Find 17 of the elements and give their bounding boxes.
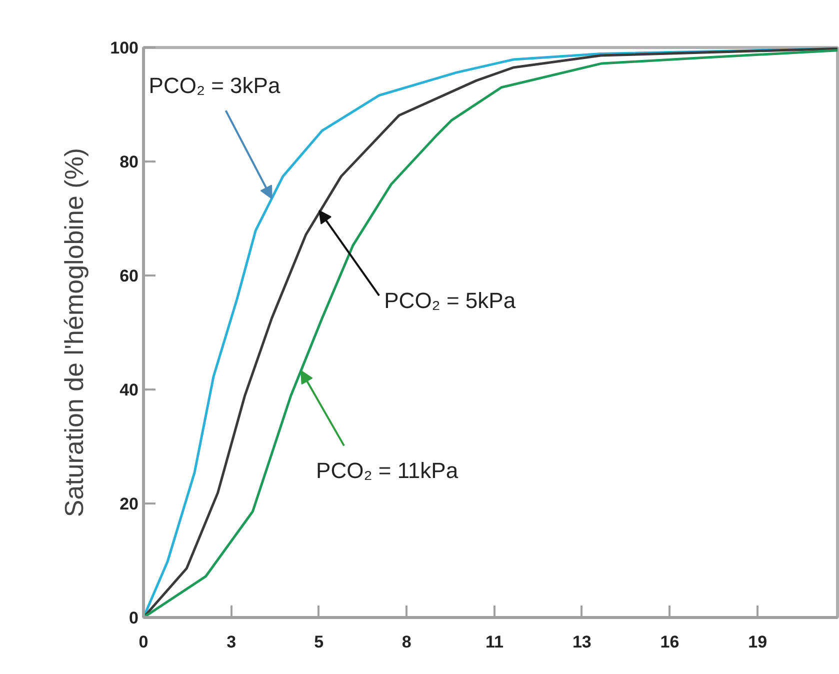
annotation: PCO₂ = 3kPa bbox=[148, 73, 281, 98]
annotation: PCO₂ = 11kPa bbox=[316, 458, 459, 484]
y-tick-label: 40 bbox=[120, 380, 139, 400]
x-tick-label: 5 bbox=[314, 632, 324, 652]
y-tick-label: 0 bbox=[129, 608, 139, 628]
annotation: PCO₂ = 5kPa bbox=[384, 288, 516, 314]
y-tick-label: 100 bbox=[110, 38, 139, 58]
x-tick-label: 8 bbox=[402, 632, 412, 652]
x-tick-label: 19 bbox=[748, 632, 768, 652]
y-axis-title: Saturation de l'hémoglobine (%) bbox=[59, 148, 90, 518]
x-tick-label: 11 bbox=[485, 632, 504, 652]
x-tick-label: 16 bbox=[660, 632, 680, 652]
x-tick-label: 3 bbox=[226, 632, 236, 652]
y-tick-label: 80 bbox=[120, 152, 139, 172]
y-tick-label: 60 bbox=[120, 266, 139, 286]
y-tick-label: 20 bbox=[120, 494, 139, 514]
x-tick-label: 13 bbox=[572, 632, 592, 652]
